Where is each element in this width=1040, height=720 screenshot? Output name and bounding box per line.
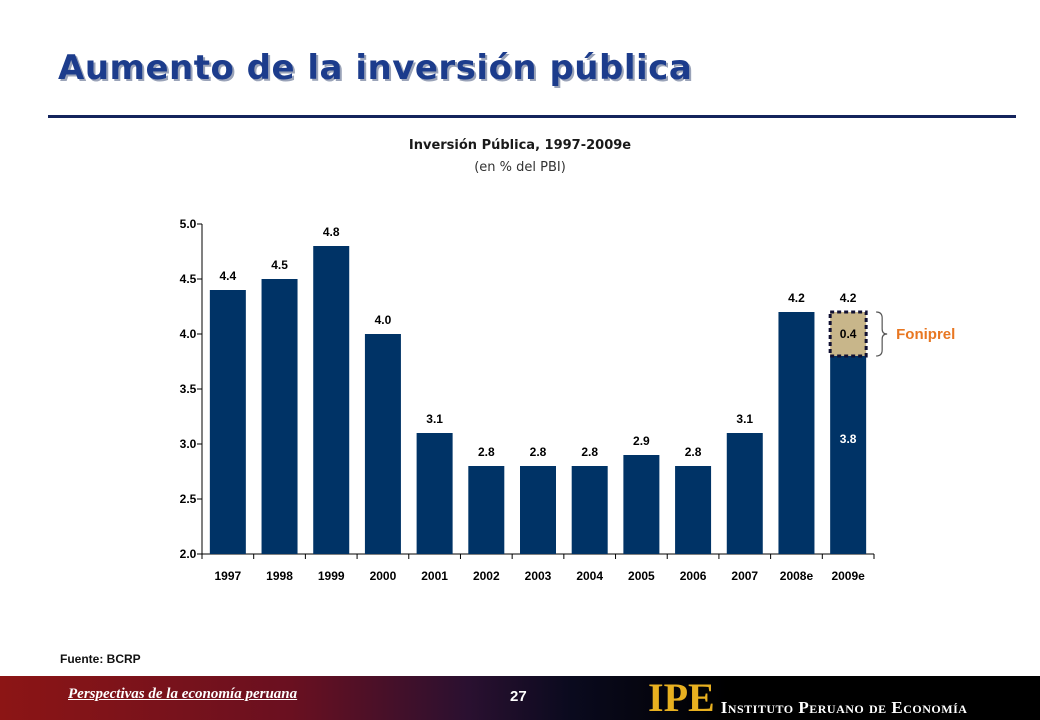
x-tick-label: 2003 (525, 569, 552, 583)
bar-1998 (261, 279, 298, 554)
data-label-2009e: 4.2 (840, 291, 857, 305)
data-label-2003: 2.8 (530, 445, 547, 459)
data-label-1999: 4.8 (323, 225, 340, 239)
y-tick-label: 3.5 (180, 382, 197, 396)
bar-2002 (468, 466, 505, 554)
x-tick-label: 2006 (680, 569, 707, 583)
chart-subtitle: (en % del PBI) (474, 160, 566, 175)
x-tick-label: 2008e (780, 569, 814, 583)
bar-2007 (726, 433, 763, 554)
page-number: 27 (510, 688, 527, 705)
x-tick-label: 1997 (214, 569, 241, 583)
x-tick-label: 2001 (421, 569, 448, 583)
logo-mark: IPE (648, 675, 715, 720)
y-tick-label: 4.5 (180, 272, 197, 286)
data-label-2008e: 4.2 (788, 291, 805, 305)
y-tick-label: 2.0 (180, 547, 197, 561)
y-tick-label: 3.0 (180, 437, 197, 451)
bar-2009e-foniprel-segment (828, 310, 868, 358)
x-tick-label: 1998 (266, 569, 293, 583)
x-tick-label: 2002 (473, 569, 500, 583)
bar-2000 (364, 334, 401, 554)
footer-subtitle: Perspectivas de la economía peruana (68, 686, 298, 702)
foniprel-brace (876, 311, 888, 357)
data-label-2000: 4.0 (375, 313, 392, 327)
data-label-2006: 2.8 (685, 445, 702, 459)
foniprel-annotation: Foniprel (896, 326, 955, 343)
data-label-2004: 2.8 (581, 445, 598, 459)
x-tick-label: 2004 (576, 569, 603, 583)
bar-2009e-base (830, 356, 867, 554)
bar-2009e-base-label: 3.8 (840, 432, 857, 446)
bar-2009e-segment-label: 0.4 (840, 327, 857, 341)
chart-title: Inversión Pública, 1997-2009e (408, 138, 632, 153)
ipe-logo: IPE Instituto Peruano de Economía (648, 678, 967, 718)
y-tick-label: 4.0 (180, 327, 197, 341)
bar-2001 (416, 433, 453, 554)
x-tick-label: 2005 (628, 569, 655, 583)
title-rule (48, 115, 1016, 118)
bar-2004 (571, 466, 608, 554)
data-label-2002: 2.8 (478, 445, 495, 459)
x-tick-label: 2009e (831, 569, 865, 583)
data-label-2005: 2.9 (633, 434, 650, 448)
bar-2005 (623, 455, 660, 554)
y-tick-label: 2.5 (180, 492, 197, 506)
data-label-1997: 4.4 (220, 269, 237, 283)
source-note: Fuente: BCRP (60, 652, 141, 666)
bar-1997 (209, 290, 246, 554)
x-tick-label: 2000 (370, 569, 397, 583)
slide-title: Aumento de la inversión pública (58, 48, 693, 88)
bar-2006 (675, 466, 712, 554)
logo-name: Instituto Peruano de Economía (720, 698, 968, 717)
footer-bar: Perspectivas de la economía peruana 27 I… (0, 676, 1040, 720)
data-label-1998: 4.5 (271, 258, 288, 272)
bar-2008e (778, 312, 815, 554)
bar-2003 (520, 466, 556, 554)
bar-1999 (313, 246, 350, 554)
y-tick-label: 5.0 (180, 217, 197, 231)
bar-chart: 2.0 2.5 3.0 3.5 4.0 4.5 5.0 1997 1998 1999 2000 200… (180, 217, 956, 583)
data-label-2001: 3.1 (426, 412, 443, 426)
data-label-2007: 3.1 (736, 412, 753, 426)
x-tick-label: 2007 (731, 569, 758, 583)
x-tick-label: 1999 (318, 569, 345, 583)
